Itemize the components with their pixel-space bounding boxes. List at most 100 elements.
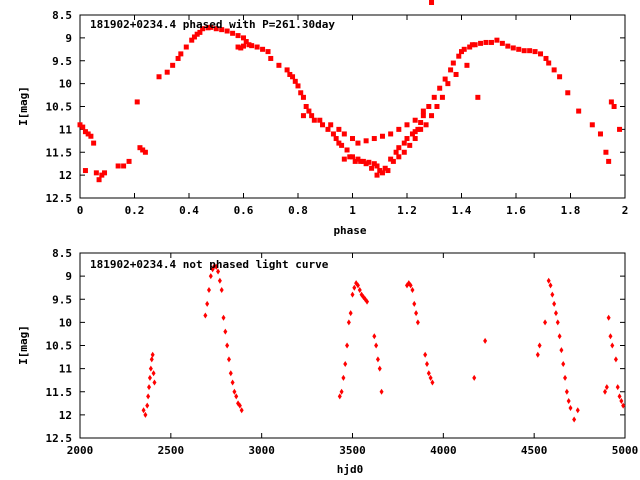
unphased-data-point [375, 356, 380, 363]
phased-data-point [527, 48, 533, 54]
unphased-data-point [350, 291, 355, 298]
phased-data-point [379, 170, 385, 176]
unphased-data-point [615, 384, 620, 391]
phased-data-point [126, 158, 132, 164]
unphased-data-point [365, 298, 370, 305]
phased-x-tick-label: 0.6 [234, 204, 254, 217]
phased-x-tick-label: 0 [77, 204, 84, 217]
unphased-data-point [619, 398, 624, 404]
unphased-x-axis-label: hjd0 [337, 463, 364, 476]
phased-data-point [611, 104, 617, 109]
phased-data-point [175, 55, 181, 61]
unphased-y-tick-label: 9.5 [52, 293, 72, 306]
phased-light-curve-panel: 0 0.2 0.4 0.6 0.8 1 1.2 1.4 1.6 1.8 2 8.5 9 9.5 10 10.… [17, 0, 628, 237]
unphased-data-point [141, 407, 146, 414]
phased-data-point [409, 131, 415, 137]
phased-data-point [401, 149, 407, 155]
unphased-x-tick-label: 4000 [430, 444, 457, 457]
phased-y-tick-label: 12.5 [46, 192, 73, 205]
phased-data-point [420, 113, 426, 119]
phased-data-point [156, 74, 162, 80]
phased-data-point [137, 145, 143, 151]
unphased-data-point [339, 388, 344, 395]
unphased-x-ticks: 2000 2500 3000 3500 4000 4500 5000 [67, 253, 638, 457]
unphased-data-point [426, 370, 431, 377]
phased-data-point [235, 33, 241, 39]
phased-data-point [478, 40, 484, 46]
phased-data-point [290, 74, 296, 80]
phased-data-point [431, 94, 437, 100]
unphased-data-point [337, 393, 342, 400]
phased-data-point [191, 34, 197, 40]
unphased-data-point [543, 319, 548, 326]
unphased-x-tick-label: 2500 [158, 444, 185, 457]
phased-data-point [230, 30, 236, 36]
unphased-data-point [604, 384, 609, 391]
unphased-data-point [608, 333, 613, 340]
phased-data-point [456, 53, 462, 59]
phased-data-point [295, 83, 301, 89]
phased-data-point [96, 177, 102, 183]
unphased-data-point [343, 361, 348, 367]
phased-data-point [510, 45, 516, 51]
phased-data-point [521, 48, 527, 54]
phased-data-point [448, 67, 454, 73]
unphased-data-point [223, 328, 228, 335]
phased-data-point [183, 44, 189, 50]
unphased-data-point [234, 393, 239, 400]
phased-data-point [300, 113, 306, 119]
unphased-data-point [535, 351, 540, 358]
unphased-data-point [152, 379, 157, 386]
unphased-data-point [203, 312, 208, 319]
phased-data-point [415, 126, 421, 132]
phased-data-point [200, 26, 206, 32]
phased-data-point [360, 158, 366, 164]
phased-data-point [385, 168, 391, 174]
unphased-data-point [205, 300, 210, 307]
phased-data-point [420, 108, 426, 114]
phased-data-point [341, 131, 347, 137]
phased-data-point [213, 26, 219, 32]
phased-data-point [388, 156, 394, 162]
phased-plot-frame [79, 14, 626, 199]
unphased-y-tick-label: 9 [65, 270, 72, 283]
unphased-data-point [414, 310, 419, 317]
phased-data-point [91, 140, 97, 146]
phased-data-point [453, 71, 459, 77]
phased-data-point [467, 44, 473, 50]
unphased-data-point [372, 333, 377, 340]
unphased-data-point [237, 402, 242, 409]
phased-x-axis-label: phase [333, 224, 366, 237]
unphased-data-point [352, 284, 357, 291]
phased-x-tick-label: 0.4 [179, 204, 199, 217]
phased-data-point [292, 78, 298, 84]
unphased-data-point [415, 319, 420, 326]
phased-data-point [538, 51, 544, 57]
phased-x-tick-label: 0.2 [125, 204, 145, 217]
phased-data-point [224, 28, 230, 34]
unphased-y-tick-label: 10.5 [46, 340, 73, 353]
phased-data-point [442, 76, 448, 82]
phased-data-point [366, 159, 372, 165]
unphased-data-point [408, 282, 413, 289]
phased-x-tick-label: 2 [622, 204, 629, 217]
phased-y-tick-label: 8.5 [52, 9, 72, 22]
phased-data-point [418, 126, 424, 132]
unphased-data-point [555, 319, 560, 326]
phased-data-point [483, 39, 489, 45]
unphased-data-point [483, 337, 488, 344]
phased-data-point [93, 170, 99, 176]
phased-data-point [603, 149, 609, 155]
unphased-data-point [613, 356, 618, 363]
phased-data-point [437, 85, 443, 91]
phased-data-point [249, 43, 255, 49]
unphased-data-point [374, 342, 379, 349]
phased-data-point [404, 136, 410, 142]
phased-data-point [82, 168, 88, 174]
unphased-data-point [147, 384, 152, 391]
phased-data-point [396, 145, 402, 151]
phased-data-point [557, 74, 563, 80]
phased-data-point [88, 133, 94, 139]
unphased-y-tick-label: 12.5 [46, 432, 73, 445]
unphased-light-curve-panel: 2000 2500 3000 3500 4000 4500 5000 8.5 9 9.5 10 10… [17, 247, 638, 476]
